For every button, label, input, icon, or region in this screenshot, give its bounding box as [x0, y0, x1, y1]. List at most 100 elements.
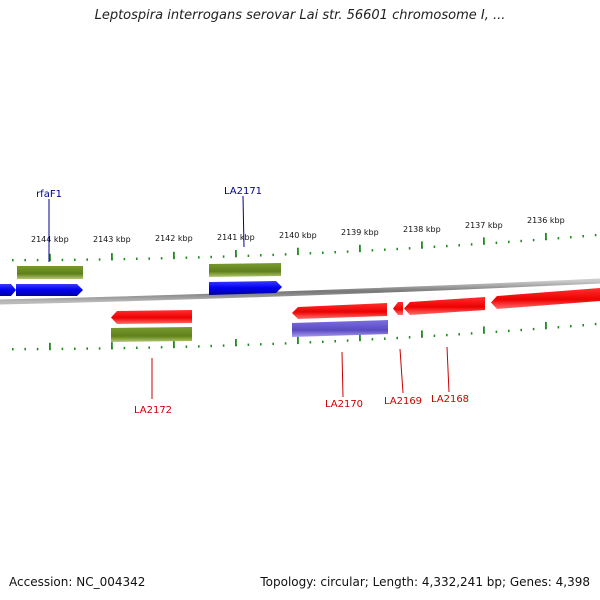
- minor-tick: [185, 256, 188, 259]
- minor-tick: [198, 256, 200, 259]
- minor-tick: [24, 347, 26, 351]
- olive-feature-lower[interactable]: [111, 327, 192, 342]
- olive-feature-upper-left[interactable]: [17, 266, 83, 279]
- minor-tick: [198, 345, 200, 348]
- minor-tick: [247, 343, 250, 346]
- major-tick: [49, 342, 51, 350]
- minor-tick: [123, 346, 126, 350]
- minor-tick: [346, 339, 349, 342]
- scale-label: 2139 kbp: [341, 228, 379, 237]
- minor-tick: [210, 344, 212, 348]
- purple-feature-lower[interactable]: [292, 320, 388, 337]
- minor-tick: [458, 333, 460, 336]
- scale-labels: 2144 kbp 2143 kbp 2142 kbp 2141 kbp 2140…: [31, 216, 565, 244]
- minor-tick: [61, 347, 64, 351]
- major-tick: [297, 247, 299, 255]
- minor-tick: [346, 250, 349, 253]
- map-title: Leptospira interrogans serovar Lai str. …: [94, 8, 506, 23]
- scale-label: 2141 kbp: [217, 233, 255, 242]
- minor-tick: [36, 258, 39, 262]
- major-tick: [111, 253, 113, 261]
- reverse-cds-right-edge[interactable]: [491, 288, 600, 309]
- minor-tick: [210, 255, 212, 259]
- minor-tick: [470, 332, 473, 335]
- minor-tick: [495, 330, 498, 333]
- minor-tick: [334, 251, 336, 254]
- minor-tick: [74, 347, 76, 350]
- minor-tick: [12, 348, 14, 351]
- minor-tick: [24, 258, 26, 262]
- minor-tick: [570, 325, 572, 328]
- minor-tick: [408, 336, 411, 339]
- minor-tick: [136, 257, 138, 260]
- minor-tick: [396, 336, 398, 340]
- minor-tick: [570, 236, 572, 239]
- minor-tick: [408, 247, 411, 250]
- gene-label-LA2171[interactable]: LA2171: [224, 186, 262, 197]
- topology-text: Topology: circular; Length: 4,332,241 bp…: [260, 575, 590, 589]
- olive-feature-upper-right[interactable]: [209, 263, 281, 277]
- minor-tick: [446, 244, 448, 248]
- scale-label: 2143 kbp: [93, 235, 131, 244]
- forward-cds-rfaF1[interactable]: [16, 284, 83, 296]
- leader-line-LA2170: [341, 351, 344, 398]
- gene-label-LA2168[interactable]: LA2168: [431, 394, 469, 405]
- minor-tick: [86, 258, 88, 261]
- minor-tick: [272, 342, 274, 346]
- gene-label-LA2169[interactable]: LA2169: [384, 396, 422, 407]
- leader-line-LA2168: [446, 346, 450, 393]
- gene-label-LA2172[interactable]: LA2172: [134, 405, 172, 416]
- reverse-cds-LA2172[interactable]: [111, 310, 192, 324]
- accession-text: Accession: NC_004342: [9, 575, 146, 589]
- minor-tick: [148, 257, 150, 260]
- major-tick: [173, 340, 175, 348]
- reverse-cds-LA2170[interactable]: [292, 303, 387, 319]
- minor-tick: [260, 343, 262, 346]
- minor-tick: [98, 347, 101, 350]
- minor-tick: [532, 327, 535, 331]
- major-tick: [483, 326, 485, 334]
- minor-tick: [582, 235, 584, 238]
- gene-label-LA2170[interactable]: LA2170: [325, 399, 363, 410]
- minor-tick: [495, 241, 498, 244]
- bottom-tick-scale: [12, 321, 597, 351]
- scale-label: 2137 kbp: [465, 221, 503, 230]
- leader-line-LA2171: [242, 195, 245, 248]
- minor-tick: [222, 255, 225, 258]
- minor-tick: [36, 347, 39, 351]
- minor-tick: [74, 258, 76, 261]
- minor-tick: [508, 240, 510, 244]
- minor-tick: [136, 346, 138, 349]
- minor-tick: [446, 333, 448, 337]
- minor-tick: [458, 244, 460, 247]
- major-tick: [359, 333, 361, 341]
- major-tick: [421, 241, 423, 249]
- major-tick: [359, 244, 361, 252]
- reverse-cds-LA2169[interactable]: [393, 302, 403, 315]
- major-tick: [545, 232, 547, 240]
- minor-tick: [222, 344, 225, 347]
- forward-cds-LA2171[interactable]: [209, 281, 282, 295]
- minor-tick: [433, 245, 436, 248]
- major-tick: [235, 250, 237, 257]
- reverse-cds-LA2168[interactable]: [404, 297, 485, 315]
- minor-tick: [396, 247, 398, 251]
- minor-tick: [384, 337, 386, 340]
- minor-tick: [520, 239, 522, 243]
- chromosome-backbone: [0, 278, 600, 305]
- minor-tick: [470, 243, 473, 246]
- minor-tick: [433, 334, 436, 337]
- top-tick-scale: [12, 232, 597, 262]
- gene-label-rfaF1[interactable]: rfaF1: [36, 189, 62, 200]
- minor-tick: [61, 258, 64, 262]
- major-tick: [297, 336, 299, 344]
- major-tick: [235, 339, 237, 346]
- minor-tick: [594, 233, 597, 237]
- minor-tick: [123, 257, 126, 261]
- minor-tick: [148, 346, 150, 349]
- scale-label: 2138 kbp: [403, 225, 441, 234]
- forward-cds-partial[interactable]: [0, 284, 16, 296]
- minor-tick: [247, 254, 250, 257]
- minor-tick: [284, 342, 287, 345]
